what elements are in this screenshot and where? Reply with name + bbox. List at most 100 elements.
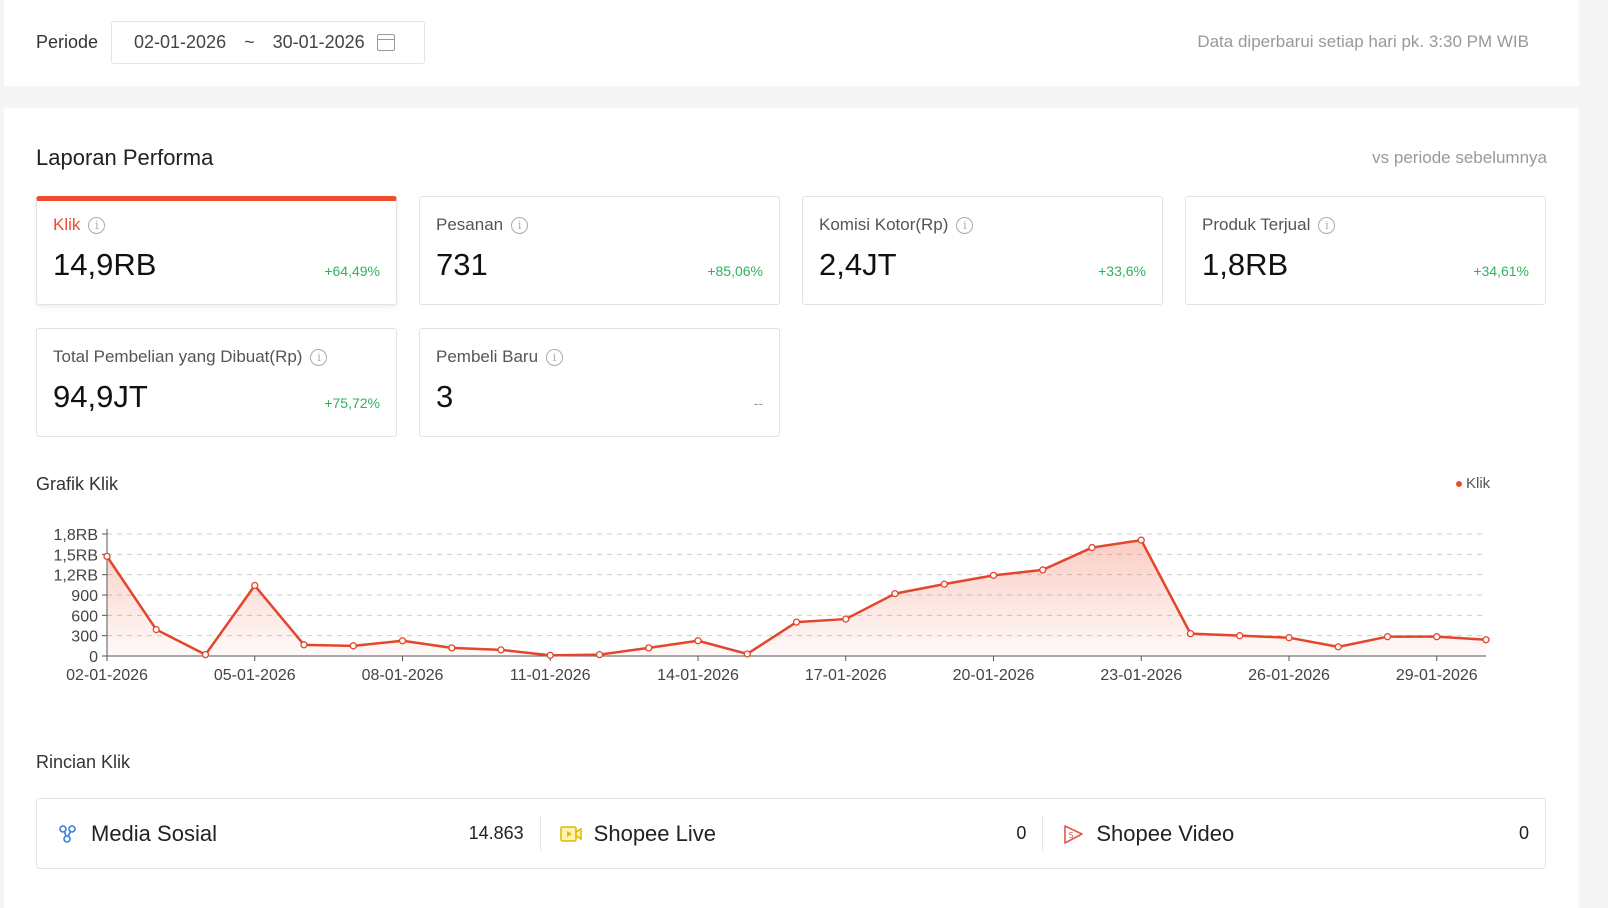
metric-card-komisi[interactable]: Komisi Kotor(Rp) i 2,4JT +33,6% bbox=[802, 196, 1163, 305]
data-point bbox=[1186, 629, 1195, 638]
info-icon[interactable]: i bbox=[956, 216, 974, 234]
breakdown-label: Shopee Live bbox=[593, 820, 716, 846]
chart-legend[interactable]: Klik bbox=[1456, 475, 1490, 492]
date-separator: ~ bbox=[244, 32, 255, 52]
x-tick-label: 08-01-2026 bbox=[362, 667, 444, 684]
breakdown-count: 0 bbox=[1519, 823, 1530, 843]
data-point bbox=[743, 650, 751, 658]
filter-bar: Periode 02-01-2026 ~ 30-01-2026 Data dip… bbox=[4, 0, 1579, 86]
data-point bbox=[645, 644, 653, 652]
metric-value: 94,9JT bbox=[53, 379, 148, 414]
x-tick-label: 11-01-2026 bbox=[510, 667, 591, 684]
data-point bbox=[448, 644, 456, 652]
data-point bbox=[1088, 543, 1096, 552]
metric-change: +64,49% bbox=[324, 263, 380, 279]
breakdown-title: Rincian Klik bbox=[36, 752, 131, 772]
metric-change: +34,61% bbox=[1473, 263, 1529, 279]
info-icon[interactable]: i bbox=[546, 348, 564, 366]
data-point bbox=[1039, 566, 1047, 574]
y-tick-label: 1,5RB bbox=[54, 547, 98, 564]
data-point bbox=[842, 615, 850, 623]
data-point bbox=[1433, 633, 1441, 641]
data-point bbox=[201, 650, 210, 659]
live-video-icon bbox=[559, 823, 582, 845]
data-point bbox=[1482, 636, 1490, 644]
data-point bbox=[940, 580, 948, 588]
performance-panel: Laporan Performa vs periode sebelumnya K… bbox=[4, 108, 1579, 908]
area-fill bbox=[107, 540, 1486, 656]
metric-change: +33,6% bbox=[1098, 263, 1146, 279]
data-point bbox=[152, 625, 160, 634]
svg-text:S: S bbox=[1069, 831, 1074, 840]
data-point bbox=[1285, 634, 1293, 642]
metric-label: Pembeli Baru bbox=[436, 347, 539, 366]
period-label: Periode bbox=[36, 32, 99, 52]
update-note: Data diperbarui setiap hari pk. 3:30 PM … bbox=[1197, 32, 1529, 51]
section-title: Laporan Performa bbox=[36, 145, 214, 170]
data-point bbox=[989, 571, 998, 579]
metric-value: 14,9RB bbox=[53, 247, 157, 282]
data-point bbox=[694, 637, 702, 645]
metric-value: 731 bbox=[436, 247, 488, 282]
play-video-icon: S bbox=[1062, 823, 1084, 845]
date-end: 30-01-2026 bbox=[272, 32, 365, 52]
data-point bbox=[546, 651, 554, 659]
breakdown-box: Media Sosial 14.863 Shopee Live 0 S Shop… bbox=[36, 798, 1546, 869]
breakdown-item-shopee-video: S Shopee Video 0 bbox=[1042, 799, 1545, 868]
metric-value: 3 bbox=[436, 379, 454, 414]
click-chart: 0 300 600 900 1,2RB 1,5RB 1,8RB 02-01-2026 05-01… bbox=[54, 527, 1490, 684]
metric-label: Pesanan bbox=[436, 215, 504, 234]
metric-card-total-pembelian[interactable]: Total Pembelian yang Dibuat(Rp) i 94,9JT … bbox=[36, 328, 397, 437]
x-tick-label: 05-01-2026 bbox=[214, 667, 296, 684]
legend-label: Klik bbox=[1466, 475, 1491, 492]
breakdown-label: Media Sosial bbox=[91, 820, 217, 846]
data-point bbox=[103, 552, 111, 561]
metric-card-pembeli-baru[interactable]: Pembeli Baru i 3 -- bbox=[419, 328, 780, 437]
data-point bbox=[1137, 536, 1145, 544]
info-icon[interactable]: i bbox=[310, 348, 328, 366]
breakdown-count: 14.863 bbox=[468, 823, 524, 843]
y-tick-label: 300 bbox=[71, 629, 98, 646]
metric-label: Produk Terjual bbox=[1202, 215, 1311, 234]
data-point bbox=[349, 642, 357, 650]
data-point bbox=[891, 589, 899, 598]
metric-change: +85,06% bbox=[707, 263, 763, 279]
data-point bbox=[300, 641, 308, 649]
metric-label: Total Pembelian yang Dibuat(Rp) bbox=[53, 347, 303, 366]
y-tick-label: 1,8RB bbox=[54, 527, 98, 544]
data-point bbox=[497, 646, 505, 654]
y-tick-label: 600 bbox=[71, 608, 98, 625]
metric-card-produk-terjual[interactable]: Produk Terjual i 1,8RB +34,61% bbox=[1185, 196, 1546, 305]
metric-value: 2,4JT bbox=[819, 247, 897, 282]
metric-value: 1,8RB bbox=[1202, 247, 1289, 282]
data-point bbox=[1236, 632, 1244, 640]
metric-card-pesanan[interactable]: Pesanan i 731 +85,06% bbox=[419, 196, 780, 305]
y-tick-label: 0 bbox=[89, 649, 98, 666]
y-tick-label: 1,2RB bbox=[54, 568, 98, 585]
info-icon[interactable]: i bbox=[1318, 216, 1336, 234]
metric-label: Klik bbox=[53, 215, 81, 234]
metric-card-klik[interactable]: Klik i 14,9RB +64,49% bbox=[36, 196, 397, 305]
breakdown-item-media-sosial: Media Sosial 14.863 bbox=[37, 799, 540, 868]
data-point bbox=[1383, 633, 1392, 641]
x-tick-label: 29-01-2026 bbox=[1396, 667, 1478, 684]
legend-dot-icon bbox=[1456, 481, 1462, 488]
data-point bbox=[1334, 643, 1342, 651]
info-icon[interactable]: i bbox=[511, 216, 529, 234]
metric-change: -- bbox=[753, 395, 763, 411]
chart-title: Grafik Klik bbox=[36, 474, 119, 494]
x-tick-label: 26-01-2026 bbox=[1248, 667, 1330, 684]
compare-note: vs periode sebelumnya bbox=[1372, 148, 1547, 167]
data-point bbox=[792, 618, 801, 626]
share-network-icon bbox=[57, 823, 79, 845]
x-tick-label: 02-01-2026 bbox=[66, 667, 148, 684]
x-tick-label: 20-01-2026 bbox=[953, 667, 1035, 684]
date-range-picker[interactable]: 02-01-2026 ~ 30-01-2026 bbox=[111, 21, 425, 64]
date-start: 02-01-2026 bbox=[134, 32, 227, 52]
data-point bbox=[251, 581, 259, 590]
info-icon[interactable]: i bbox=[88, 216, 106, 234]
calendar-icon[interactable] bbox=[376, 34, 395, 51]
x-tick-label: 23-01-2026 bbox=[1100, 667, 1182, 684]
metric-change: +75,72% bbox=[324, 395, 380, 411]
breakdown-count: 0 bbox=[1016, 823, 1027, 843]
